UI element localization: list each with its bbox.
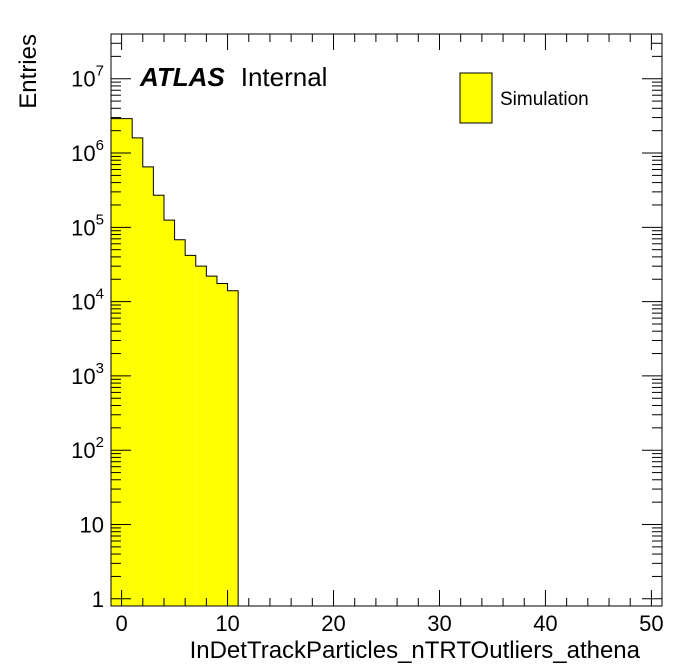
legend-label-simulation: Simulation xyxy=(500,89,589,110)
y-tick-label: 10 xyxy=(80,513,104,538)
histogram-bar xyxy=(227,290,239,606)
y-tick-label: 105 xyxy=(71,211,104,240)
y-axis-title: Entries xyxy=(15,34,42,109)
histogram-outline xyxy=(110,118,239,606)
y-tick-label: 104 xyxy=(71,286,104,315)
histogram-bar xyxy=(174,239,186,606)
histogram-bar xyxy=(132,137,143,606)
x-tick-label: 0 xyxy=(115,611,127,636)
histogram-bars xyxy=(110,118,239,606)
atlas-label-rest: Internal xyxy=(241,62,328,92)
histogram-bar xyxy=(153,195,164,606)
y-tick-label: 107 xyxy=(71,63,104,92)
histogram-bar xyxy=(216,283,228,606)
x-axis-ticks: 0 10 20 30 40 50 xyxy=(115,34,664,636)
histogram-bar xyxy=(195,266,207,606)
y-axis-ticks: 1 10 102 103 104 105 106 107 xyxy=(71,33,662,612)
atlas-label: ATLAS Internal xyxy=(139,62,327,92)
y-tick-label: 1 xyxy=(92,587,104,612)
legend-swatch-simulation xyxy=(459,72,493,124)
atlas-label-bold: ATLAS xyxy=(139,62,225,92)
y-tick-label: 106 xyxy=(71,137,104,166)
histogram-bar xyxy=(111,118,122,606)
histogram-bar xyxy=(206,276,217,606)
histogram-bar xyxy=(142,166,154,606)
x-tick-label: 20 xyxy=(321,611,345,636)
plot-frame xyxy=(110,33,663,607)
x-tick-label: 30 xyxy=(427,611,451,636)
x-axis-title: InDetTrackParticles_nTRTOutliers_athena xyxy=(190,637,641,664)
histogram-bar xyxy=(185,255,196,606)
x-tick-label: 40 xyxy=(533,611,557,636)
y-tick-label: 102 xyxy=(71,434,104,463)
x-tick-label: 50 xyxy=(639,611,663,636)
histogram-bar xyxy=(121,118,133,606)
x-tick-label: 10 xyxy=(215,611,239,636)
legend: Simulation xyxy=(459,72,589,124)
histogram-bar xyxy=(163,220,175,606)
y-tick-label: 103 xyxy=(71,360,104,389)
